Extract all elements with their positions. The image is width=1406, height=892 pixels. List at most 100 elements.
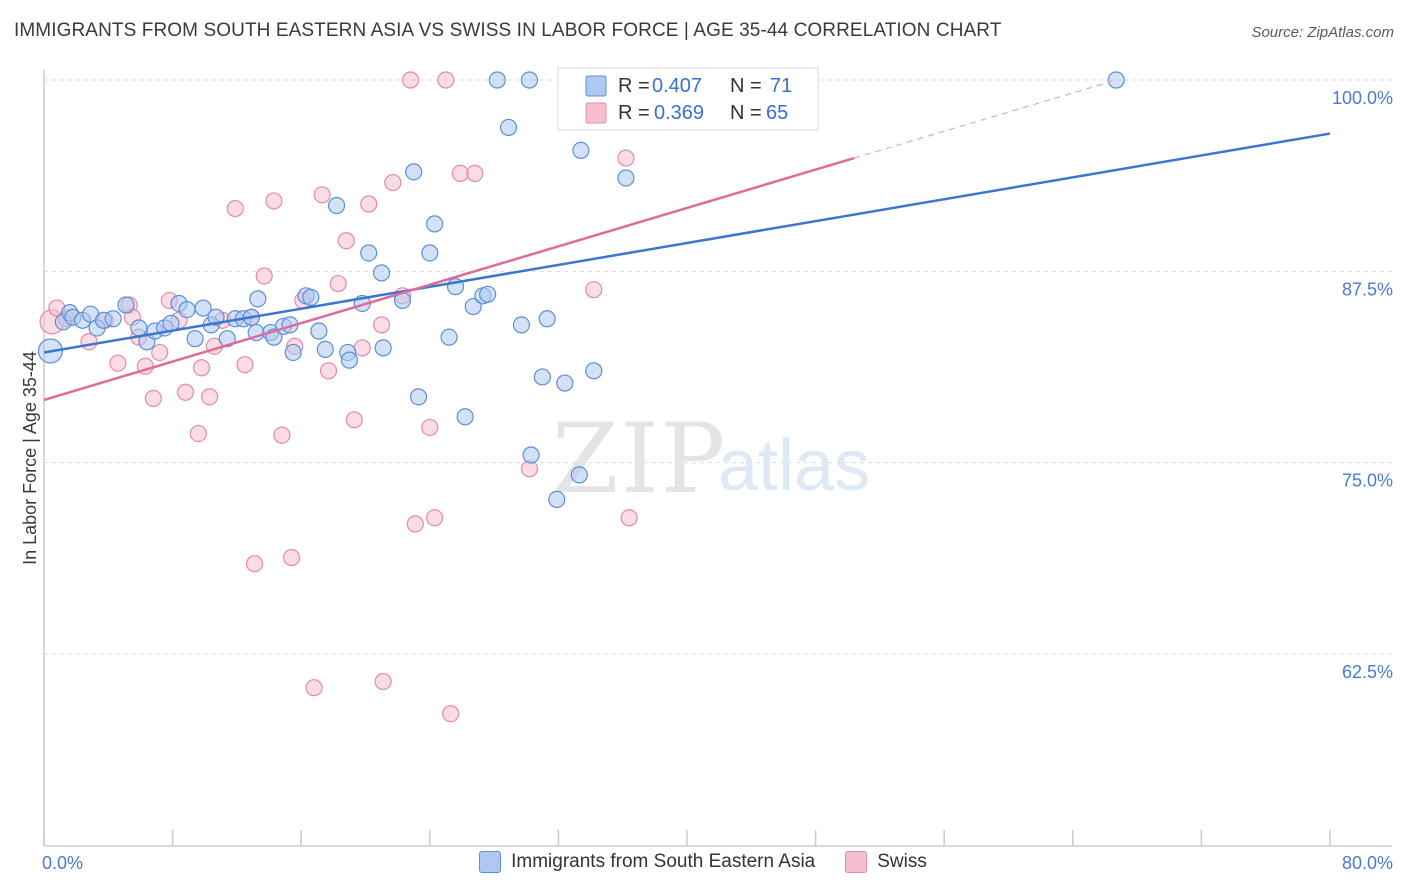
- swiss-point: [421, 418, 439, 437]
- swiss-point: [176, 383, 195, 401]
- sea-point: [327, 196, 346, 215]
- swiss-point: [374, 672, 392, 691]
- swiss-point: [337, 232, 355, 250]
- chart-title: IMMIGRANTS FROM SOUTH EASTERN ASIA VS SW…: [14, 20, 1002, 41]
- swiss-point: [255, 267, 273, 285]
- sea-point: [374, 339, 392, 357]
- swiss-point: [109, 354, 127, 372]
- legend-item-sea: Immigrants from South Eastern Asia: [479, 851, 815, 873]
- swiss-point: [360, 195, 378, 213]
- sea-point: [340, 351, 359, 369]
- legend-blue-r-value: 0.407: [652, 75, 702, 97]
- watermark-atlas: atlas: [718, 426, 870, 506]
- swiss-point: [617, 149, 635, 167]
- sea-point: [218, 330, 236, 348]
- swiss-point: [372, 316, 391, 334]
- sea-point: [409, 388, 428, 406]
- sea-point: [440, 328, 458, 346]
- swiss-point: [144, 389, 162, 407]
- legend-pink-r-value: 0.369: [654, 102, 704, 124]
- sea-point: [520, 71, 539, 89]
- sea-point: [426, 215, 444, 233]
- sea-point: [421, 244, 439, 262]
- watermark: ZIP atlas: [552, 403, 870, 515]
- sea-point: [572, 141, 590, 160]
- sea-point: [464, 297, 482, 316]
- legend-sea-label: Immigrants from South Eastern Asia: [511, 851, 816, 872]
- sea-point: [249, 290, 267, 308]
- swiss-point: [406, 515, 424, 533]
- x-tick-labels: 0.0% 80.0%: [42, 853, 1393, 873]
- swiss-point: [273, 426, 291, 444]
- sea-point: [512, 316, 531, 334]
- sea-point: [405, 163, 423, 181]
- swiss-point: [466, 164, 484, 182]
- sea-point: [1107, 71, 1125, 89]
- swiss-point: [319, 362, 338, 380]
- legend-blue-n-label: N =: [730, 75, 762, 97]
- correlation-legend: R = 0.407 N = 71 R = 0.369 N = 65: [557, 67, 819, 131]
- legend-pink-swatch: [585, 102, 607, 124]
- swiss-point: [282, 548, 301, 567]
- swiss-point: [384, 173, 402, 192]
- series-legend: Immigrants from South Eastern Asia Swiss: [0, 851, 1406, 873]
- sea-point: [302, 288, 320, 306]
- swiss-point: [236, 356, 254, 374]
- y-tick-labels: 62.5% 75.0% 87.5% 100.0%: [1332, 88, 1393, 682]
- trend-lines: [43, 79, 1331, 402]
- sea-point: [178, 301, 196, 319]
- y-tick-label: 100.0%: [1332, 88, 1393, 108]
- swiss-point: [313, 186, 331, 204]
- sea-point: [533, 368, 551, 386]
- sea-point: [548, 490, 566, 509]
- swiss-point: [426, 509, 444, 527]
- swiss-point: [353, 339, 371, 357]
- x-tick-label: 80.0%: [1342, 853, 1393, 873]
- sea-point: [488, 71, 506, 89]
- swiss-point: [192, 359, 211, 377]
- sea-point: [456, 408, 474, 426]
- sea-point: [538, 310, 556, 328]
- sea-point: [284, 343, 302, 362]
- sea-point: [522, 446, 540, 464]
- legend-blue-n-value: 71: [770, 75, 792, 97]
- x-tick-label: 0.0%: [42, 853, 83, 873]
- swiss-trend-extension: [854, 79, 1117, 159]
- sea-swatch: [479, 851, 502, 873]
- axes-layer: [43, 70, 1392, 847]
- legend-item-swiss: Swiss: [845, 851, 927, 873]
- sea-point: [316, 340, 334, 358]
- swiss-point: [189, 424, 207, 443]
- swiss-swatch: [845, 851, 868, 873]
- y-tick-label: 87.5%: [1342, 279, 1393, 299]
- legend-pink-r-label: R =: [618, 102, 650, 124]
- watermark-zip: ZIP: [552, 403, 727, 515]
- swiss-point: [226, 199, 244, 218]
- sea-point: [585, 362, 603, 380]
- sea-point: [194, 299, 212, 317]
- y-tick-label: 75.0%: [1342, 471, 1393, 491]
- swiss-point: [200, 388, 219, 406]
- swiss-trend-line: [43, 156, 855, 402]
- sea-point: [617, 169, 635, 187]
- swiss-point: [620, 509, 638, 527]
- sea-point: [372, 264, 391, 282]
- sea-point: [360, 244, 378, 262]
- sea-points: [37, 71, 1125, 509]
- legend-blue-r-label: R =: [618, 75, 650, 97]
- y-axis-label: In Labor Force | Age 35-44: [20, 351, 40, 565]
- legend-pink-n-value: 65: [766, 102, 788, 124]
- swiss-point: [585, 281, 603, 299]
- sea-point: [186, 330, 204, 348]
- sea-trend-line: [43, 132, 1331, 354]
- legend-pink-n-label: N =: [730, 102, 762, 124]
- sea-point: [104, 310, 122, 328]
- sea-point: [556, 374, 574, 392]
- sea-point: [499, 118, 518, 137]
- sea-point: [117, 296, 135, 314]
- legend-swiss-label: Swiss: [877, 851, 927, 872]
- swiss-point: [442, 705, 460, 723]
- swiss-point: [305, 679, 323, 697]
- legend-blue-swatch: [585, 75, 607, 97]
